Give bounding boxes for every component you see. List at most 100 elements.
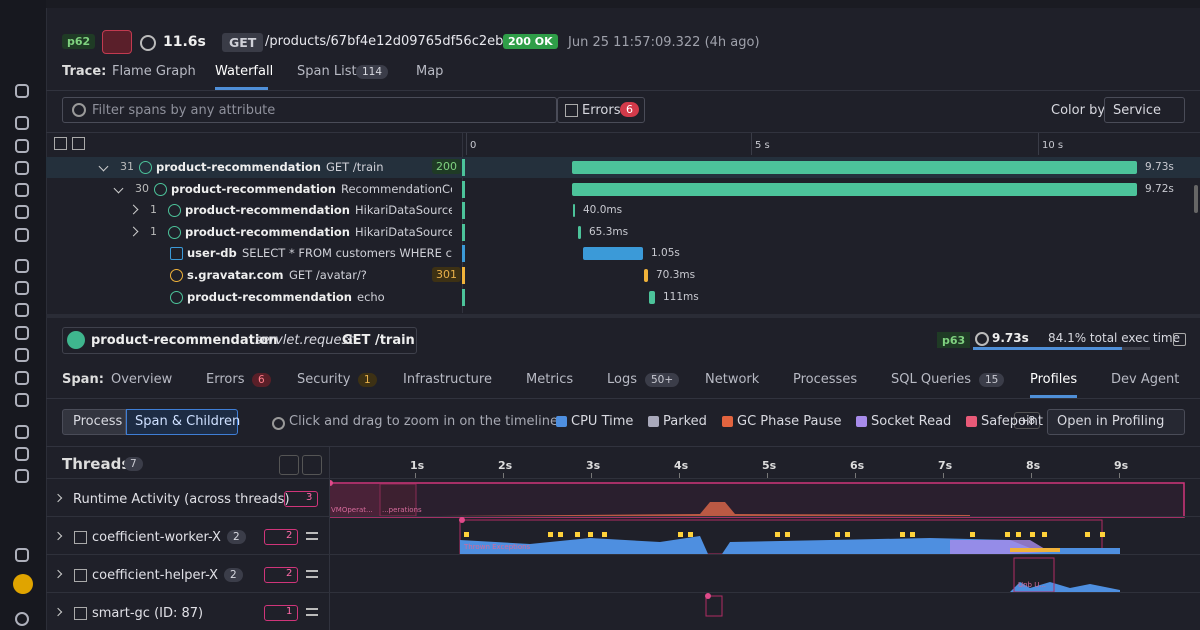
legend-more[interactable]: +8 [1014, 412, 1041, 429]
nav-icon[interactable] [15, 447, 29, 461]
status-badge: 200 OK [503, 34, 558, 49]
span-tab[interactable]: Infrastructure [403, 372, 492, 387]
expand-caret[interactable] [53, 493, 63, 503]
trace-tab[interactable]: Flame Graph [112, 64, 196, 79]
span-bar [649, 290, 655, 304]
scrollbar[interactable] [1194, 185, 1198, 213]
menu-icon[interactable] [306, 570, 318, 578]
nav-icon[interactable] [15, 161, 29, 175]
span-bar [644, 269, 648, 282]
span-tab[interactable]: Logs [607, 372, 637, 387]
span-count: 30 [135, 181, 149, 195]
span-count: 1 [150, 224, 157, 238]
nav-icon[interactable] [15, 326, 29, 340]
nav-icon[interactable] [15, 425, 29, 439]
open-profiling-button[interactable] [1047, 409, 1185, 435]
profile-badge[interactable] [264, 529, 298, 545]
trace-tab[interactable]: Waterfall [215, 64, 274, 79]
span-tab[interactable]: Processes [793, 372, 858, 387]
span-status: 301 [432, 267, 461, 282]
nav-icon[interactable] [15, 259, 29, 273]
method-badge: GET [222, 33, 264, 52]
profile-badge[interactable] [264, 567, 298, 583]
thread-name: coefficient-helper-X [92, 568, 219, 583]
vm-op-block [330, 484, 380, 516]
menu-icon[interactable] [306, 532, 318, 540]
span-tab[interactable]: Dev Agent [1111, 372, 1180, 387]
filter-input[interactable] [62, 97, 557, 123]
expand-caret[interactable] [128, 204, 139, 215]
span-service: product-recommendation [185, 203, 350, 218]
detail-resource: GET /train [342, 333, 415, 348]
span-duration: 1.05s [651, 247, 680, 260]
gc-activity [440, 502, 970, 516]
expand-all[interactable] [54, 137, 67, 150]
thread-checkbox[interactable] [74, 531, 87, 544]
nav-icon[interactable] [15, 139, 29, 153]
span-tab[interactable]: Security [297, 372, 351, 387]
color-select[interactable] [1104, 97, 1185, 123]
span-status: 200 [432, 159, 461, 174]
row-divider [46, 516, 1200, 517]
errors-filter[interactable] [557, 97, 645, 123]
expand-caret[interactable] [53, 607, 63, 617]
resize-handle[interactable] [46, 314, 1200, 318]
trace-tab[interactable]: Span List [297, 64, 357, 79]
timestamp: Jun 25 11:57:09.322 (4h ago) [568, 35, 760, 50]
span-tab[interactable]: Network [705, 372, 760, 387]
span-tab[interactable]: Profiles [1030, 372, 1078, 387]
nav-icon[interactable] [15, 303, 29, 317]
nav-icon[interactable] [15, 548, 29, 562]
exec-time: 84.1% total exec time [1048, 331, 1180, 345]
span-tab[interactable]: Errors [206, 372, 245, 387]
thread-checkbox[interactable] [74, 607, 87, 620]
nav-icon[interactable] [15, 371, 29, 385]
safepoint-mark [1010, 548, 1060, 552]
span-tab[interactable]: SQL Queries [891, 372, 972, 387]
profile-badge[interactable] [284, 491, 318, 507]
span-tab[interactable]: Overview [111, 372, 173, 387]
expand-caret[interactable] [113, 183, 124, 194]
nav-icon[interactable] [15, 469, 29, 483]
tab-count: 1 [358, 373, 377, 387]
search-threads[interactable] [279, 455, 299, 475]
nav-icon[interactable] [15, 281, 29, 295]
exec-bar [973, 347, 1122, 350]
nav-icon[interactable] [15, 183, 29, 197]
thread-name: coefficient-worker-X [92, 530, 221, 545]
nav-icon[interactable] [15, 393, 29, 407]
span-resource: GET /train [326, 160, 384, 174]
span-duration: 70.3ms [656, 269, 696, 281]
nav-icon[interactable] [15, 84, 29, 98]
expand-caret[interactable] [53, 531, 63, 541]
tab-count: 114 [356, 65, 389, 79]
collapse-panel[interactable] [1173, 333, 1186, 346]
color-by-label: Color by [1051, 103, 1106, 118]
sidebar [0, 0, 47, 630]
thread-tick-line [943, 473, 944, 478]
collapse-all[interactable] [72, 137, 85, 150]
span-color-strip [462, 223, 465, 241]
toggle-process[interactable] [62, 409, 126, 435]
checkbox[interactable] [565, 104, 578, 117]
menu-icon[interactable] [306, 608, 318, 616]
span-tab[interactable]: Metrics [526, 372, 574, 387]
legend-label: Safepoint [981, 414, 1043, 429]
trace-tab[interactable]: Map [416, 64, 444, 79]
thread-checkbox[interactable] [74, 569, 87, 582]
nav-icon[interactable] [15, 348, 29, 362]
nav-icon[interactable] [15, 205, 29, 219]
nav-icon[interactable] [15, 228, 29, 242]
clock-icon [975, 332, 989, 346]
toggle-span-children[interactable] [126, 409, 238, 435]
tab-count: 6 [252, 373, 271, 387]
nav-icon[interactable] [15, 116, 29, 130]
expand-caret[interactable] [128, 226, 139, 237]
expand-caret[interactable] [53, 569, 63, 579]
profile-badge[interactable] [264, 605, 298, 621]
help-icon[interactable] [15, 612, 29, 626]
avatar[interactable] [13, 574, 33, 594]
sort-threads[interactable] [302, 455, 322, 475]
span-resource: echo [357, 289, 385, 304]
priority-badge: p62 [62, 34, 96, 49]
